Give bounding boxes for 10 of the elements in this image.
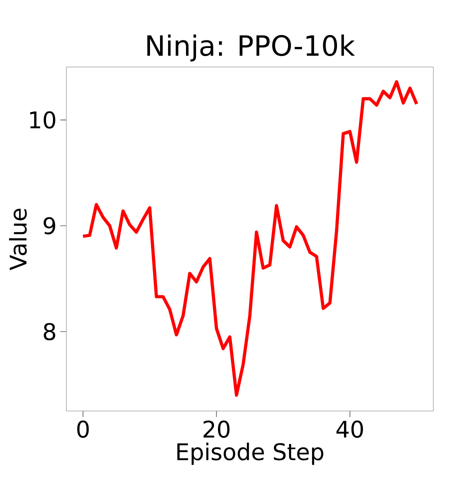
y-tick-label: 8 [44,322,56,340]
line-series [81,80,418,397]
x-tick-label: 40 [336,420,363,438]
y-tick-label: 10 [30,111,56,129]
x-tick-label: 0 [77,420,89,438]
chart-title: Ninja: PPO-10k [147,34,355,62]
y-axis-title: Value [9,208,27,270]
x-tick-label: 20 [204,420,230,438]
x-axis-title: Episode Step [177,442,324,465]
y-tick-label: 9 [44,217,56,234]
